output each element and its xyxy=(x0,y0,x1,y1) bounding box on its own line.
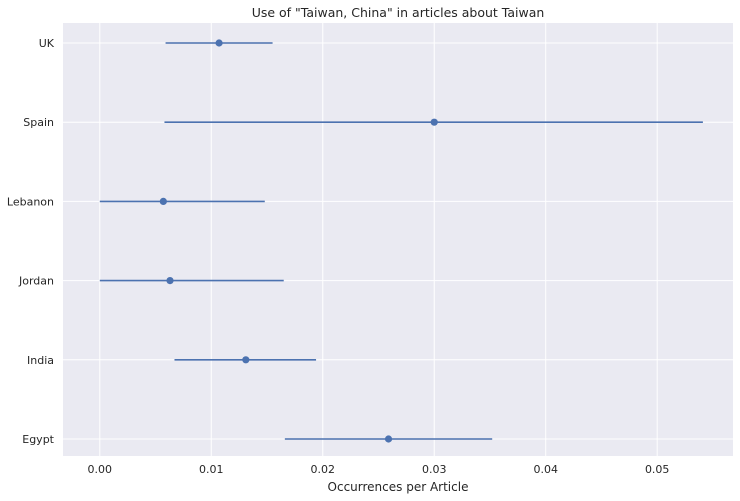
data-point xyxy=(242,356,250,364)
y-tick-label: Egypt xyxy=(22,433,54,446)
data-point xyxy=(159,197,167,205)
chart-title: Use of "Taiwan, China" in articles about… xyxy=(252,5,545,20)
y-tick-label: Jordan xyxy=(18,275,54,288)
x-axis-label: Occurrences per Article xyxy=(328,480,469,494)
data-marks xyxy=(99,39,703,443)
x-tick-label: 0.05 xyxy=(645,463,670,476)
data-point xyxy=(430,118,438,126)
y-tick-label: Spain xyxy=(23,116,54,129)
x-tick-label: 0.01 xyxy=(199,463,224,476)
x-tick-label: 0.04 xyxy=(533,463,558,476)
data-point xyxy=(166,277,174,285)
y-tick-label: India xyxy=(27,354,54,367)
x-tick-label: 0.02 xyxy=(311,463,336,476)
y-tick-label: Lebanon xyxy=(7,195,54,208)
x-ticks: 0.00 0.01 0.02 0.03 0.04 0.05 xyxy=(88,463,670,476)
y-tick-label: UK xyxy=(39,37,55,50)
data-point xyxy=(215,39,223,47)
plot-area xyxy=(63,23,733,456)
y-ticks: UK Spain Lebanon Jordan India Egypt xyxy=(7,37,55,446)
data-point xyxy=(384,435,393,443)
x-tick-label: 0.00 xyxy=(88,463,113,476)
x-tick-label: 0.03 xyxy=(422,463,447,476)
